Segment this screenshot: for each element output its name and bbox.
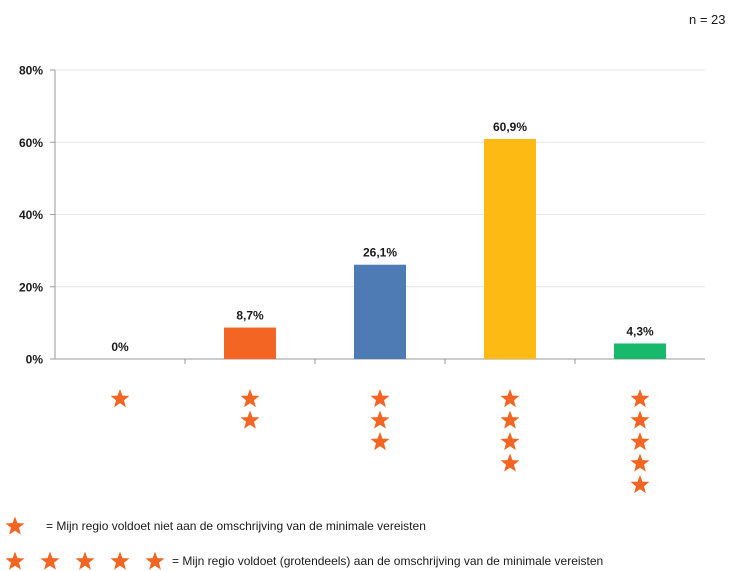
bars [224, 138, 666, 359]
star-icon [110, 389, 130, 408]
star-icon [500, 453, 520, 472]
legend-row-five-stars: = Mijn regio voldoet (grotendeels) aan d… [4, 551, 603, 571]
star-icon [5, 516, 25, 535]
star-icon [630, 453, 650, 472]
legend-text: = Mijn regio voldoet (grotendeels) aan d… [172, 554, 604, 568]
star-icon [75, 551, 95, 570]
bar [484, 138, 536, 359]
star-icon [370, 389, 390, 408]
data-label: 60,9% [493, 120, 527, 134]
category-star-ratings [110, 389, 650, 494]
star-icon [5, 551, 25, 570]
star-icon-group [4, 551, 166, 571]
data-label: 4,3% [626, 324, 654, 338]
legend-text: = Mijn regio voldoet niet aan de omschri… [46, 519, 426, 533]
y-tick-label: 80% [19, 64, 43, 78]
star-icon [370, 432, 390, 451]
star-icon [630, 389, 650, 408]
star-icon [500, 410, 520, 429]
star-icon [500, 432, 520, 451]
star-icon [500, 389, 520, 408]
bar [614, 343, 666, 359]
bar [354, 264, 406, 359]
legend-row-one-star: = Mijn regio voldoet niet aan de omschri… [4, 516, 426, 536]
data-label: 26,1% [363, 246, 397, 260]
star-icon [240, 410, 260, 429]
bar [224, 327, 276, 359]
data-label: 0% [111, 340, 129, 354]
star-icon [240, 389, 260, 408]
star-icon-group [4, 516, 26, 536]
data-labels: 0% 8,7% 26,1% 60,9% 4,3% [111, 120, 654, 354]
star-icon [370, 410, 390, 429]
data-label: 8,7% [236, 309, 264, 323]
y-axis: 0% 20% 40% 60% 80% [19, 64, 705, 367]
bar-chart: 0% 20% 40% 60% 80% 0% 8,7% 26,1% 60,9% 4,3% [19, 64, 705, 494]
star-icon [630, 410, 650, 429]
y-tick-label: 20% [19, 280, 43, 294]
y-tick-label: 0% [26, 353, 44, 367]
y-tick-label: 60% [19, 136, 43, 150]
y-tick-label: 40% [19, 208, 43, 222]
star-icon [630, 432, 650, 451]
sample-size-note: n = 23 [689, 12, 726, 27]
star-icon [145, 551, 165, 570]
star-icon [40, 551, 60, 570]
star-icon [110, 551, 130, 570]
star-icon [630, 475, 650, 494]
